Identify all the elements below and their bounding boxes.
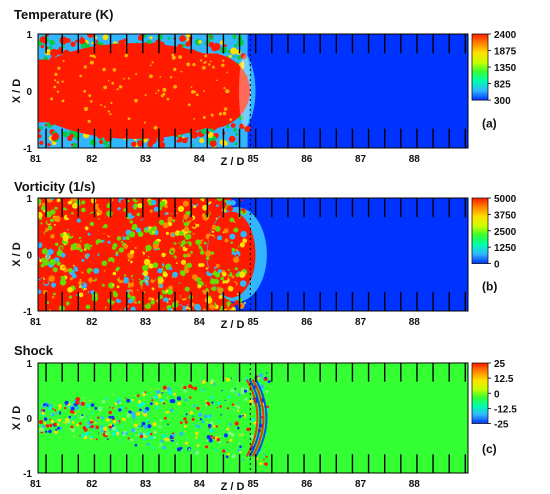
colorbar-tick-label: 2400 xyxy=(494,30,517,41)
panel-tag: (a) xyxy=(482,116,497,130)
y-tick-label: 1 xyxy=(26,359,32,370)
x-tick-label: 81 xyxy=(30,317,42,328)
x-tick-label: 87 xyxy=(355,479,367,490)
edge-dashes xyxy=(45,363,467,473)
x-tick-label: 84 xyxy=(194,317,206,328)
colorbar-tick-label: 0 xyxy=(494,389,500,400)
colorbar-tick-label: 25 xyxy=(494,359,506,370)
x-tick-label: 83 xyxy=(140,317,152,328)
panel-b: Vorticity (1/s)1 0 -1 X / D 81 82 83 84 85 86 87 88… xyxy=(11,179,517,331)
colorbar-tick-label: 2500 xyxy=(494,227,517,238)
x-tick-label: 82 xyxy=(86,479,98,490)
colorbar-tick-label: 0 xyxy=(494,260,500,271)
panel-a: Temperature (K) 1 0 -1 X / D 81 82 83 84 85 86 87 88… xyxy=(11,7,517,168)
x-tick-label: 88 xyxy=(409,154,421,165)
x-tick-label: 86 xyxy=(301,317,313,328)
panel-tag: (b) xyxy=(482,280,497,294)
panel-title: Shock xyxy=(14,343,54,358)
x-axis-label: Z / D xyxy=(221,481,245,493)
panel-title: Temperature (K) xyxy=(14,7,113,22)
edge-dashes xyxy=(45,34,467,148)
panel-tag: (c) xyxy=(482,442,497,456)
y-tick-label: 0 xyxy=(26,87,32,98)
x-tick-label: 84 xyxy=(194,154,206,165)
plot-frame xyxy=(37,197,469,312)
x-tick-label: 88 xyxy=(409,317,421,328)
x-tick-label: 87 xyxy=(355,317,367,328)
x-tick-label: 81 xyxy=(30,479,42,490)
x-tick-label: 82 xyxy=(86,154,98,165)
field-map xyxy=(38,34,468,148)
y-axis-label: X / D xyxy=(11,79,23,104)
edge-dashes xyxy=(45,198,467,311)
colorbar-tick-label: 1350 xyxy=(494,63,517,74)
x-axis-label: Z / D xyxy=(221,156,245,168)
colorbar-tick-label: 12.5 xyxy=(494,374,514,385)
x-tick-label: 83 xyxy=(140,479,152,490)
x-tick-label: 82 xyxy=(86,317,98,328)
x-tick-label: 86 xyxy=(301,479,313,490)
y-axis-label: X / D xyxy=(11,406,23,431)
colorbar xyxy=(471,33,489,101)
y-axis-label: X / D xyxy=(11,242,23,267)
colorbar xyxy=(471,362,489,424)
x-tick-label: 86 xyxy=(301,154,313,165)
y-tick-label: 0 xyxy=(26,251,32,262)
colorbar xyxy=(471,197,489,264)
x-tick-label: 85 xyxy=(247,479,259,490)
y-tick-label: -1 xyxy=(23,307,32,318)
colorbar-tick-label: 3750 xyxy=(494,210,517,221)
x-axis-label: Z / D xyxy=(221,319,245,331)
field-map xyxy=(38,198,468,311)
colorbar-tick-label: 5000 xyxy=(494,194,517,205)
x-tick-label: 85 xyxy=(247,317,259,328)
colorbar-tick-label: 1875 xyxy=(494,47,517,58)
y-tick-label: -1 xyxy=(23,144,32,155)
x-tick-label: 88 xyxy=(409,479,421,490)
colorbar-tick-label: -25 xyxy=(494,420,509,431)
x-tick-label: 84 xyxy=(194,479,206,490)
y-tick-label: -1 xyxy=(23,469,32,480)
colorbar-tick-label: -12.5 xyxy=(494,404,517,415)
colorbar-tick-label: 1250 xyxy=(494,243,517,254)
colorbar-tick-label: 300 xyxy=(494,96,511,107)
panel-title: Vorticity (1/s) xyxy=(14,179,95,194)
colorbar-tick-label: 825 xyxy=(494,80,511,91)
y-tick-label: 1 xyxy=(26,194,32,205)
y-tick-label: 1 xyxy=(26,30,32,41)
plot-frame xyxy=(37,362,469,474)
x-tick-label: 81 xyxy=(30,154,42,165)
x-tick-label: 87 xyxy=(355,154,367,165)
x-tick-label: 85 xyxy=(247,154,259,165)
field-map xyxy=(38,363,468,473)
x-tick-label: 83 xyxy=(140,154,152,165)
panels-layer: Temperature (K) 1 0 -1 X / D 81 82 83 84 85 86 87 88… xyxy=(11,7,517,493)
y-tick-label: 0 xyxy=(26,414,32,425)
plot-frame xyxy=(37,33,469,149)
